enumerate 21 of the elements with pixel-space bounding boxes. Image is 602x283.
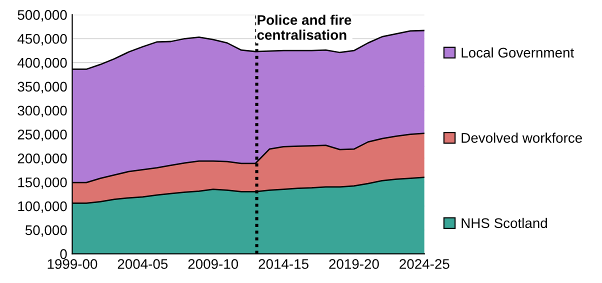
y-tick-label: 400,000 <box>18 58 67 70</box>
legend-label: Devolved workforce <box>462 132 582 143</box>
annotation: Police and fire centralisation <box>257 14 352 40</box>
y-tick-label: 450,000 <box>18 34 67 46</box>
y-tick-label: 50,000 <box>25 225 67 237</box>
x-tick-label: 1999-00 <box>48 259 98 269</box>
y-tick-label: 350,000 <box>18 82 67 94</box>
legend-label: Local Government <box>462 47 574 58</box>
x-tick-label: 2024-25 <box>400 259 450 269</box>
y-tick-label: 250,000 <box>18 130 67 142</box>
x-tick-label: 2009-10 <box>188 259 238 269</box>
x-tick-label: 2019-20 <box>329 259 379 269</box>
y-tick-label: 300,000 <box>18 106 67 118</box>
y-tick-label: 100,000 <box>18 201 67 213</box>
y-tick-label: 150,000 <box>18 177 67 189</box>
y-tick-label: 200,000 <box>18 154 67 166</box>
legend-label: NHS Scotland <box>462 218 547 228</box>
y-tick-label: 500,000 <box>18 10 67 22</box>
x-tick-label: 2004-05 <box>118 259 168 269</box>
x-tick-label: 2014-15 <box>258 259 308 269</box>
y-tick-label: 0 <box>60 249 67 260</box>
